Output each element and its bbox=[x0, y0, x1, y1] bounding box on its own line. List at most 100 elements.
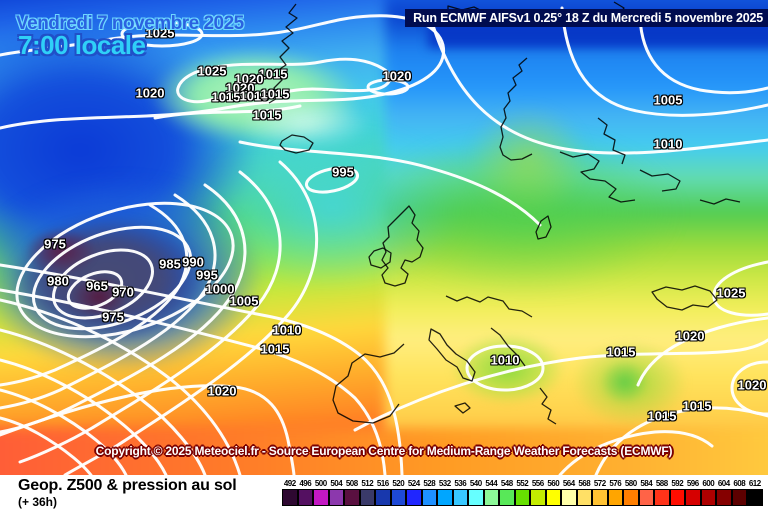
legend-cell: 568 bbox=[576, 479, 592, 506]
legend-value: 492 bbox=[283, 479, 296, 488]
legend-value: 608 bbox=[733, 479, 746, 488]
isobar-label: 1010 bbox=[653, 136, 683, 152]
isobar-label: 990 bbox=[182, 254, 204, 270]
legend-swatch bbox=[623, 489, 639, 506]
isobar-label: 970 bbox=[112, 284, 134, 300]
legend-cell: 528 bbox=[421, 479, 437, 506]
isobar-label: 1020 bbox=[207, 383, 237, 399]
legend-value: 552 bbox=[516, 479, 529, 488]
legend-swatch bbox=[561, 489, 577, 506]
legend-value: 512 bbox=[361, 479, 374, 488]
legend-swatch bbox=[499, 489, 515, 506]
isobar-label: 1000 bbox=[205, 281, 235, 297]
legend-swatch bbox=[700, 489, 716, 506]
legend-value: 556 bbox=[531, 479, 544, 488]
legend-swatch bbox=[375, 489, 391, 506]
legend-value: 588 bbox=[655, 479, 668, 488]
legend-swatch bbox=[545, 489, 561, 506]
isobar-label: 1020 bbox=[225, 80, 255, 96]
valid-date-label: Vendredi 7 novembre 2025 bbox=[16, 13, 244, 34]
legend-cell: 596 bbox=[685, 479, 701, 506]
legend-value: 600 bbox=[702, 479, 715, 488]
legend-swatch bbox=[313, 489, 329, 506]
legend-swatch bbox=[654, 489, 670, 506]
isobar-label: 1020 bbox=[234, 71, 264, 87]
legend-cell: 496 bbox=[297, 479, 313, 506]
isobar-label: 1020 bbox=[737, 377, 767, 393]
legend-swatch bbox=[421, 489, 437, 506]
isobar-label: 975 bbox=[102, 309, 124, 325]
isobar-label: 1020 bbox=[135, 85, 165, 101]
isobar-label: 965 bbox=[86, 278, 108, 294]
legend-value: 572 bbox=[593, 479, 606, 488]
map-canvas[interactable]: 1025 1020 1025 1015 1020 1020 1015 1015 1015 1015… bbox=[0, 0, 768, 475]
legend-cell: 564 bbox=[561, 479, 577, 506]
isobar-label: 995 bbox=[332, 164, 354, 180]
isobar-label: 1005 bbox=[229, 293, 259, 309]
legend-cell: 504 bbox=[328, 479, 344, 506]
isobar-label: 1015 bbox=[239, 88, 269, 104]
legend-value: 604 bbox=[717, 479, 730, 488]
isobar-label: 1015 bbox=[260, 86, 290, 102]
valid-time-label: 7:00 locale bbox=[18, 30, 146, 60]
legend-value: 544 bbox=[485, 479, 498, 488]
isobar-label: 1005 bbox=[653, 92, 683, 108]
legend-cell: 516 bbox=[375, 479, 391, 506]
legend-swatch bbox=[716, 489, 732, 506]
legend-cell: 532 bbox=[437, 479, 453, 506]
legend-value: 584 bbox=[640, 479, 653, 488]
isobar-label: 1025 bbox=[716, 285, 746, 301]
legend-value: 596 bbox=[686, 479, 699, 488]
legend-cell: 512 bbox=[359, 479, 375, 506]
model-run-banner: Run ECMWF AIFSv1 0.25° 18 Z du Mercredi … bbox=[405, 9, 768, 27]
isobar-label: 980 bbox=[47, 273, 69, 289]
legend-value: 580 bbox=[624, 479, 637, 488]
legend-cell: 544 bbox=[483, 479, 499, 506]
isobar-label: 1015 bbox=[258, 66, 288, 82]
legend-scale: 492 496 500 504 508 512 516 520 524 528 532 536 540 5… bbox=[282, 479, 763, 506]
legend-swatch bbox=[406, 489, 422, 506]
legend-value: 504 bbox=[330, 479, 343, 488]
isobar-label: 995 bbox=[196, 267, 218, 283]
legend-value: 568 bbox=[578, 479, 591, 488]
legend-cell: 536 bbox=[452, 479, 468, 506]
legend-swatch bbox=[669, 489, 685, 506]
legend-swatch bbox=[638, 489, 654, 506]
isobar-label: 1015 bbox=[647, 408, 677, 424]
legend-swatch bbox=[282, 489, 298, 506]
legend-cell: 560 bbox=[545, 479, 561, 506]
forecast-step-label: (+ 36h) bbox=[18, 495, 58, 509]
legend-value: 560 bbox=[547, 479, 560, 488]
legend-cell: 604 bbox=[716, 479, 732, 506]
legend-cell: 608 bbox=[731, 479, 747, 506]
legend-value: 528 bbox=[423, 479, 436, 488]
legend-swatch bbox=[344, 489, 360, 506]
legend-cell: 592 bbox=[669, 479, 685, 506]
legend-cell: 500 bbox=[313, 479, 329, 506]
legend-cell: 520 bbox=[390, 479, 406, 506]
legend-swatch bbox=[359, 489, 375, 506]
legend-swatch bbox=[328, 489, 344, 506]
legend-swatch bbox=[607, 489, 623, 506]
legend-strip: Geop. Z500 & pression au sol (+ 36h) 492… bbox=[0, 475, 768, 512]
legend-value: 508 bbox=[345, 479, 358, 488]
legend-cell: 508 bbox=[344, 479, 360, 506]
legend-cell: 548 bbox=[499, 479, 515, 506]
isobar-label: 1015 bbox=[260, 341, 290, 357]
legend-value: 536 bbox=[454, 479, 467, 488]
legend-cell: 572 bbox=[592, 479, 608, 506]
legend-cell: 576 bbox=[607, 479, 623, 506]
legend-swatch bbox=[685, 489, 701, 506]
product-title: Geop. Z500 & pression au sol bbox=[18, 477, 237, 494]
legend-cell: 612 bbox=[747, 479, 763, 506]
legend-swatch bbox=[576, 489, 592, 506]
copyright-notice: Copyright © 2025 Meteociel.fr - Source E… bbox=[95, 444, 673, 458]
isobar-labels: 1025 1020 1025 1015 1020 1020 1015 1015 1015 1015… bbox=[44, 25, 767, 424]
legend-value: 516 bbox=[376, 479, 389, 488]
legend-swatch bbox=[297, 489, 313, 506]
isobar-label: 1015 bbox=[606, 344, 636, 360]
legend-cell: 556 bbox=[530, 479, 546, 506]
legend-value: 548 bbox=[500, 479, 513, 488]
isobar-label: 1025 bbox=[145, 25, 175, 41]
